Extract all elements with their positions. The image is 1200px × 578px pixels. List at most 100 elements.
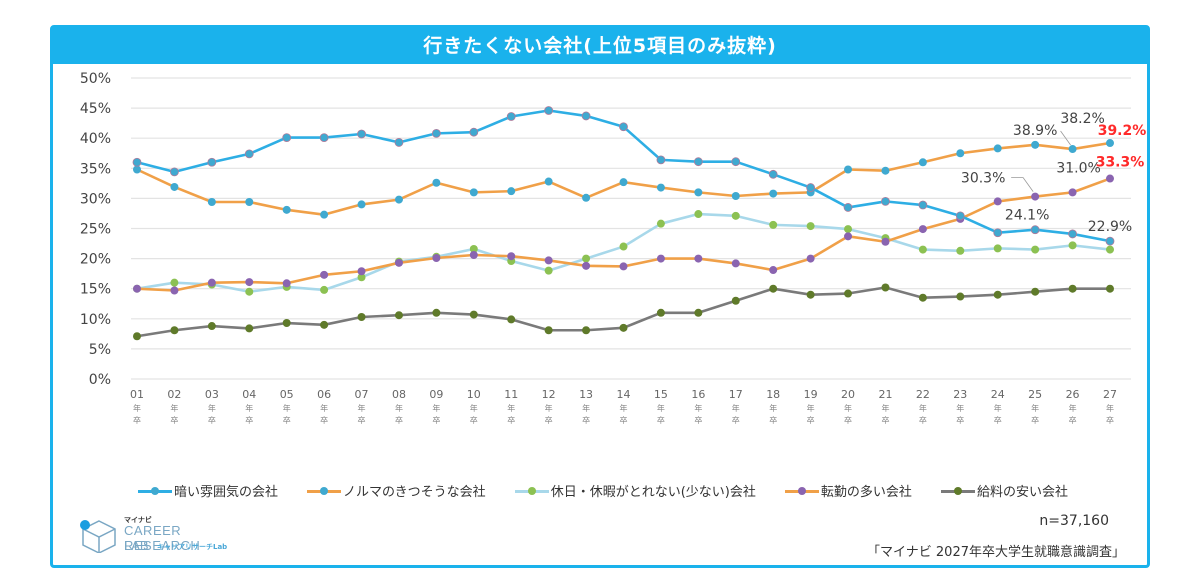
data-point <box>1106 245 1114 254</box>
legend-label: 転勤の多い会社 <box>820 485 912 500</box>
x-tick-suffix: 卒 <box>1106 415 1114 425</box>
logo-line2: LAB <box>124 538 149 553</box>
y-tick-label: 35% <box>80 161 111 177</box>
data-point <box>432 178 441 187</box>
data-point <box>656 254 665 263</box>
data-point <box>881 237 890 246</box>
x-tick-suffix: 卒 <box>1031 415 1039 425</box>
data-point <box>469 127 479 137</box>
data-point <box>768 169 778 179</box>
x-tick-suffix: 年 <box>844 403 852 413</box>
cube-logo-icon <box>80 520 116 553</box>
x-tick-label: 03 <box>205 388 219 401</box>
data-label: 24.1% <box>1005 208 1049 224</box>
x-tick-suffix: 年 <box>170 403 178 413</box>
data-point <box>881 166 890 175</box>
data-point <box>1068 229 1077 239</box>
legend-swatch-icon <box>940 486 975 496</box>
x-tick-suffix: 年 <box>545 403 553 413</box>
data-point <box>619 178 628 187</box>
data-label: 31.0% <box>1056 160 1100 176</box>
data-point <box>431 128 441 138</box>
x-tick-suffix: 卒 <box>919 415 927 425</box>
x-tick-suffix: 年 <box>620 403 628 413</box>
x-tick-label: 24 <box>991 388 1005 401</box>
data-point <box>1068 241 1077 250</box>
chart-legend: 暗い雰囲気の会社 ノルマのきつそうな会社 休日・休暇がとれない(少ない)会社 転勤の多… <box>138 481 1068 500</box>
x-tick-suffix: 年 <box>208 403 216 413</box>
x-tick-suffix: 卒 <box>694 415 702 425</box>
data-point <box>544 326 553 335</box>
data-point <box>357 273 366 282</box>
data-point <box>170 286 179 295</box>
x-tick-suffix: 年 <box>432 403 440 413</box>
x-tick-label: 20 <box>841 388 855 401</box>
x-tick-label: 19 <box>804 388 818 401</box>
y-tick-label: 0% <box>89 372 111 388</box>
data-point <box>993 290 1002 299</box>
x-tick-suffix: 卒 <box>1069 415 1077 425</box>
data-point <box>544 266 553 275</box>
data-point <box>582 193 591 202</box>
data-point <box>469 310 478 319</box>
x-tick-suffix: 卒 <box>732 415 740 425</box>
data-point <box>245 324 254 333</box>
data-point <box>432 308 441 317</box>
legend-item: 給料の安い会社 <box>940 481 1068 500</box>
x-tick-suffix: 卒 <box>170 415 178 425</box>
data-point <box>656 183 665 192</box>
data-point <box>357 312 366 321</box>
x-tick-suffix: 年 <box>1069 403 1077 413</box>
data-point <box>394 195 403 204</box>
x-tick-suffix: 年 <box>582 403 590 413</box>
data-point <box>694 254 703 263</box>
data-point <box>656 308 665 317</box>
x-tick-suffix: 卒 <box>545 415 553 425</box>
data-point <box>656 219 665 228</box>
data-point <box>844 165 853 174</box>
data-point <box>320 320 329 329</box>
x-tick-label: 16 <box>691 388 705 401</box>
data-point <box>582 254 591 263</box>
data-point <box>918 158 927 167</box>
data-point <box>619 122 628 132</box>
data-point <box>619 262 628 271</box>
x-tick-label: 27 <box>1103 388 1117 401</box>
x-tick-suffix: 年 <box>807 403 815 413</box>
data-point <box>806 183 816 192</box>
data-point <box>170 182 179 191</box>
x-tick-label: 21 <box>878 388 892 401</box>
data-point <box>506 112 516 121</box>
data-point <box>507 252 516 261</box>
x-tick-suffix: 卒 <box>956 415 964 425</box>
x-tick-suffix: 卒 <box>470 415 478 425</box>
line-chart: 0% 5% 10% 15% 20% 25% 30% 35% 40% 45% 50% 01 年卒 02 年卒 0… <box>80 71 1146 425</box>
data-point <box>881 283 890 292</box>
x-tick-suffix: 年 <box>919 403 927 413</box>
x-tick-suffix: 卒 <box>507 415 515 425</box>
data-label: 30.3% <box>961 171 1005 187</box>
data-point <box>544 106 554 115</box>
data-point <box>656 155 666 165</box>
data-point <box>694 188 703 197</box>
legend-swatch-icon <box>784 486 819 496</box>
data-point <box>282 279 291 288</box>
x-tick-suffix: 年 <box>956 403 964 413</box>
data-point <box>544 177 553 186</box>
data-point <box>357 129 366 139</box>
x-tick-label: 05 <box>280 388 294 401</box>
data-point <box>1031 245 1040 254</box>
x-tick-label: 17 <box>729 388 743 401</box>
x-tick-label: 13 <box>579 388 593 401</box>
data-point <box>619 323 628 332</box>
data-point <box>918 293 927 302</box>
data-point <box>245 287 254 296</box>
data-point <box>806 254 815 263</box>
data-point <box>843 203 853 212</box>
x-tick-suffix: 卒 <box>432 415 440 425</box>
y-tick-label: 20% <box>80 252 111 268</box>
data-point <box>432 253 441 262</box>
x-tick-suffix: 卒 <box>844 415 852 425</box>
legend-item: 休日・休暇がとれない(少ない)会社 <box>514 481 756 500</box>
data-label: 38.9% <box>1013 123 1057 139</box>
